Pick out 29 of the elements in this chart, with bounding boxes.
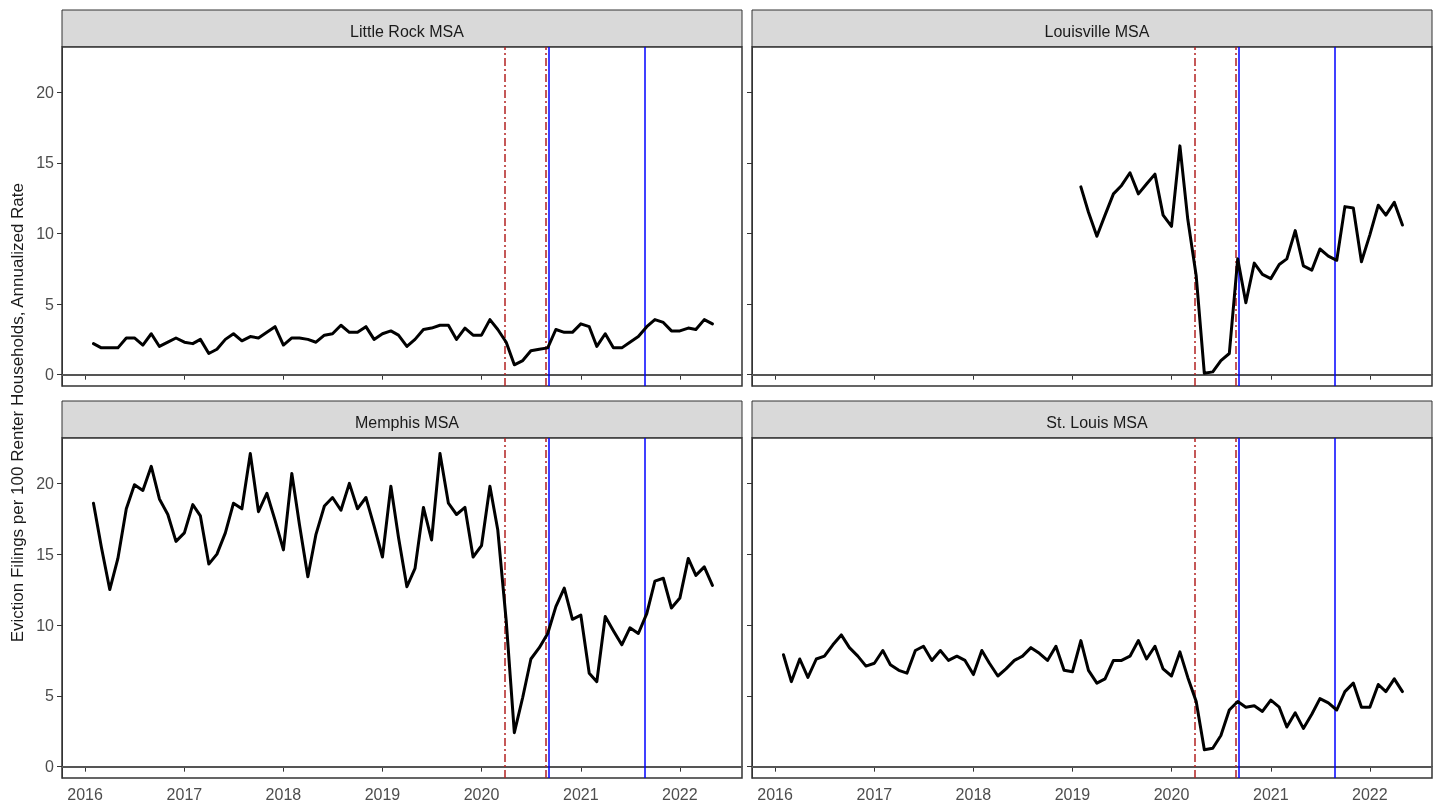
x-tick-label: 2016 — [757, 785, 793, 803]
chart-title: Louisville MSA — [1044, 22, 1150, 40]
y-axis-title: Eviction Filings per 100 Renter Households, Annualized Rate — [8, 182, 28, 643]
x-tick-label: 2021 — [563, 785, 599, 803]
x-tick-label: 2022 — [662, 785, 698, 803]
chart-title: Little Rock MSA — [350, 22, 465, 40]
x-tick-label: 2018 — [955, 785, 992, 803]
y-tick-label: 10 — [36, 224, 55, 242]
x-tick-label: 2020 — [1153, 785, 1190, 803]
x-tick-label: 2017 — [166, 785, 203, 803]
y-tick-label: 10 — [36, 616, 55, 634]
x-tick-label: 2019 — [1054, 785, 1091, 803]
x-tick-label: 2017 — [856, 785, 893, 803]
x-tick-label: 2021 — [1253, 785, 1289, 803]
x-tick-label: 2022 — [1352, 785, 1388, 803]
x-tick-label: 2019 — [364, 785, 401, 803]
y-tick-label: 0 — [45, 366, 55, 384]
x-tick-label: 2016 — [67, 785, 103, 803]
y-tick-label: 15 — [36, 154, 55, 172]
x-tick-label: 2018 — [265, 785, 302, 803]
chart-title: St. Louis MSA — [1046, 413, 1149, 431]
y-tick-label: 5 — [45, 295, 55, 313]
y-tick-label: 20 — [36, 474, 55, 492]
y-tick-label: 15 — [36, 545, 55, 563]
y-tick-label: 5 — [45, 687, 55, 705]
chart-title: Memphis MSA — [354, 413, 460, 431]
x-tick-label: 2020 — [463, 785, 500, 803]
y-tick-label: 20 — [36, 83, 55, 101]
y-tick-label: 0 — [45, 758, 55, 776]
